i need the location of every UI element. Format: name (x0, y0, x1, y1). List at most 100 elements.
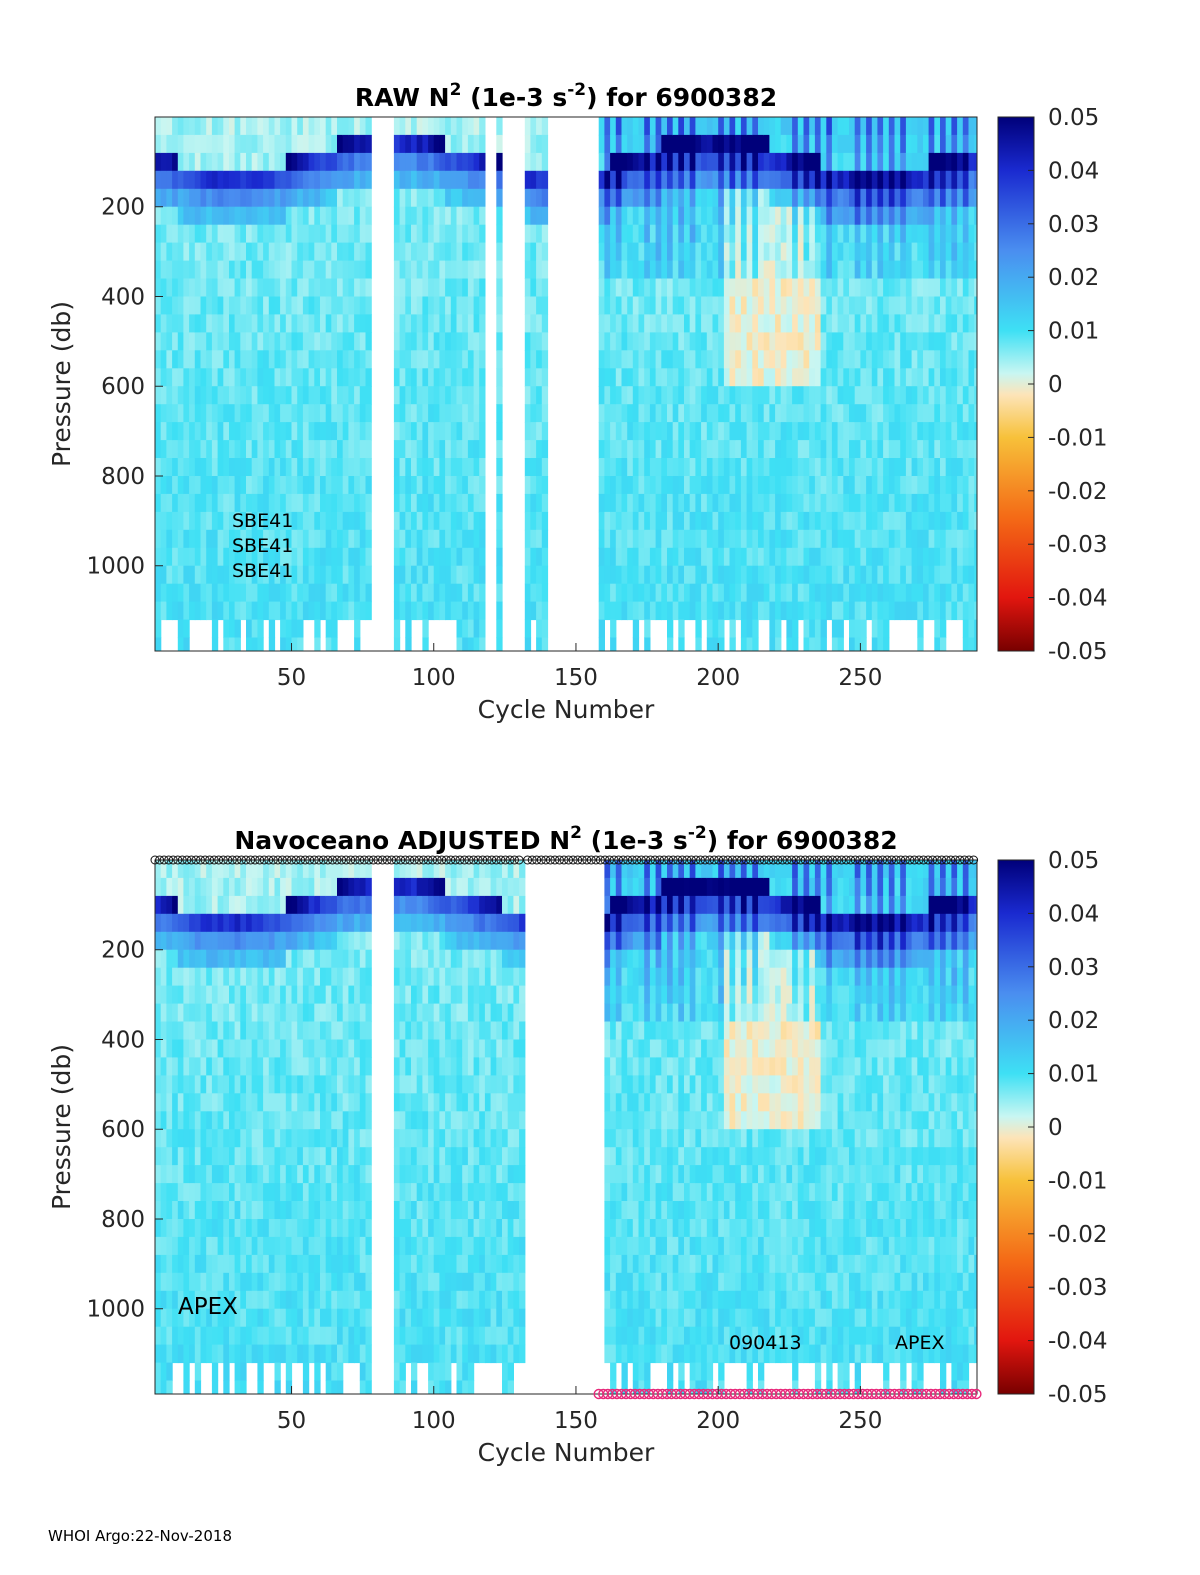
heatmap-cell (257, 296, 264, 315)
heatmap-cell (632, 278, 640, 297)
heatmap-cell (166, 967, 173, 987)
heatmap-cell (223, 422, 230, 441)
heatmap-cell (183, 1039, 190, 1058)
heatmap-cell (524, 404, 532, 423)
heatmap-cell (837, 170, 844, 190)
heatmap-cell (780, 350, 787, 369)
heatmap-cell (160, 949, 167, 969)
heatmap-cell (672, 529, 679, 549)
heatmap-cell (354, 117, 361, 136)
heatmap-cell (325, 565, 332, 585)
heatmap-cell (627, 117, 634, 136)
heatmap-cell (701, 332, 708, 351)
heatmap-cell (263, 404, 270, 423)
heatmap-cell (314, 1165, 321, 1184)
heatmap-cell (416, 1236, 423, 1256)
heatmap-cell (200, 1254, 207, 1274)
heatmap-cell (285, 1290, 293, 1310)
heatmap-cell (155, 860, 162, 879)
heatmap-cell (297, 529, 304, 549)
heatmap-cell (809, 224, 816, 244)
heatmap-cell (974, 619, 977, 639)
heatmap-cell (780, 386, 787, 405)
heatmap-cell (911, 224, 918, 244)
heatmap-cell (206, 1272, 213, 1292)
heatmap-cell (160, 1290, 167, 1310)
heatmap-cell (337, 404, 344, 423)
heatmap-cell (911, 440, 918, 459)
heatmap-cell (615, 170, 623, 190)
heatmap-cell (354, 619, 361, 639)
heatmap-cell (411, 117, 418, 136)
heatmap-cell (223, 877, 230, 897)
heatmap-cell (166, 1039, 173, 1058)
heatmap-cell (342, 1147, 349, 1166)
heatmap-cell (302, 931, 310, 951)
heatmap-cell (234, 206, 241, 226)
heatmap-cell (974, 314, 977, 333)
heatmap-cell (809, 332, 816, 351)
heatmap-cell (325, 1093, 332, 1112)
heatmap-cell (883, 117, 890, 136)
heatmap-cell (615, 278, 623, 297)
heatmap-cell (786, 493, 793, 513)
heatmap-cell (433, 350, 440, 369)
heatmap-cell (416, 170, 423, 190)
heatmap-cell (166, 242, 173, 262)
heatmap-cell (206, 1201, 213, 1220)
heatmap-cell (803, 278, 810, 297)
heatmap-cell (291, 601, 298, 621)
heatmap-cell (399, 314, 406, 333)
heatmap-cell (439, 260, 446, 280)
heatmap-cell (177, 583, 185, 603)
heatmap-cell (649, 350, 657, 369)
heatmap-cell (405, 1147, 412, 1166)
heatmap-cell (274, 368, 281, 387)
heatmap-cell (325, 134, 332, 154)
heatmap-cell (860, 278, 867, 297)
heatmap-cell (814, 601, 822, 621)
heatmap-cell (701, 458, 708, 477)
heatmap-cell (672, 332, 679, 351)
heatmap-cell (166, 1129, 173, 1148)
heatmap-cell (291, 260, 298, 280)
heatmap-cell (348, 422, 355, 441)
heatmap-cell (911, 529, 918, 549)
heatmap-cell (200, 458, 207, 477)
heatmap-cell (342, 1201, 349, 1220)
heatmap-cell (189, 350, 196, 369)
heatmap-cell (758, 188, 765, 208)
heatmap-cell (883, 583, 890, 603)
heatmap-cell (900, 583, 907, 603)
heatmap-cell (183, 511, 190, 531)
heatmap-cell (354, 1057, 361, 1076)
heatmap-cell (763, 188, 770, 208)
heatmap-cell (672, 386, 679, 405)
heatmap-cell (411, 404, 418, 423)
heatmap-cell (325, 1380, 332, 1394)
heatmap-cell (177, 188, 185, 208)
heatmap-cell (604, 278, 611, 297)
heatmap-cell (166, 188, 173, 208)
heatmap-cell (866, 260, 873, 280)
heatmap-cell (797, 332, 805, 351)
heatmap-cell (365, 1219, 372, 1238)
heatmap-cell (422, 895, 429, 915)
heatmap-cell (291, 565, 298, 585)
heatmap-cell (206, 1021, 213, 1040)
heatmap-cell (849, 296, 856, 315)
heatmap-cell (866, 242, 873, 262)
heatmap-cell (337, 877, 344, 897)
heatmap-cell (831, 368, 839, 387)
heatmap-cell (280, 913, 287, 933)
heatmap-cell (786, 422, 793, 441)
heatmap-cell (854, 134, 861, 154)
heatmap-cell (405, 601, 412, 621)
heatmap-cell (206, 134, 213, 154)
heatmap-cell (268, 1165, 276, 1184)
heatmap-cell (302, 1075, 310, 1094)
heatmap-cell (598, 117, 605, 136)
heatmap-cell (177, 278, 185, 297)
heatmap-cell (393, 1236, 401, 1256)
heatmap-cell (320, 511, 327, 531)
